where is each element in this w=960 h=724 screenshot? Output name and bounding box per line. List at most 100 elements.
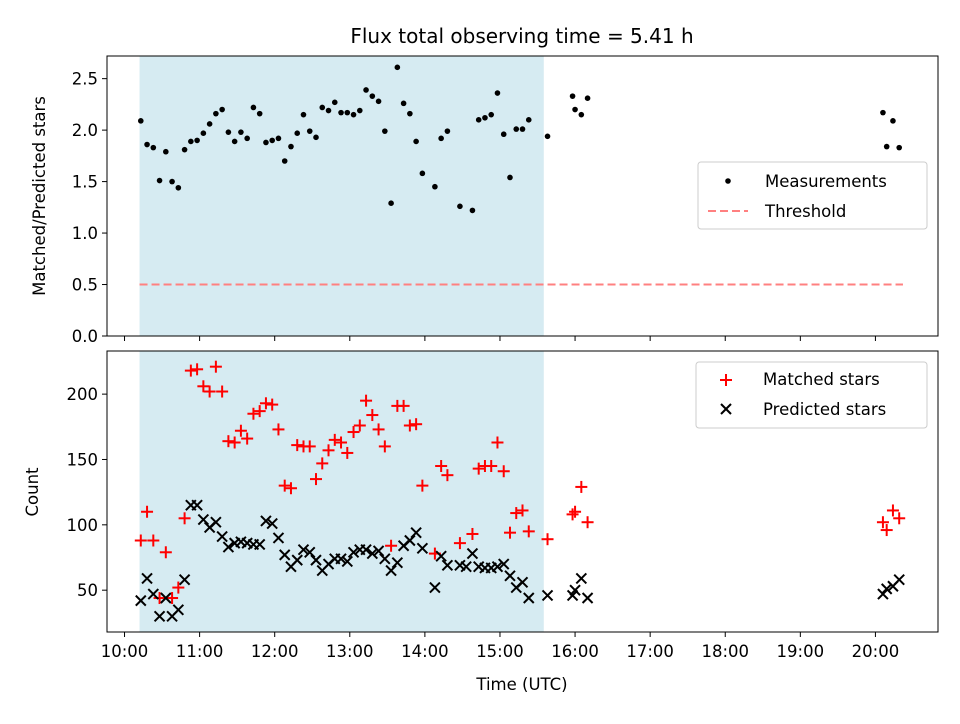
predicted-star-point [147,588,160,600]
x-axis-label: Time (UTC) [475,675,567,694]
measurement-point [444,128,451,134]
measurement-point [438,135,444,142]
predicted-star-point [260,515,272,527]
matched-star-point [360,394,373,407]
matched-star-point [191,363,204,376]
measurement-point [238,129,244,135]
predicted-star-point [135,594,147,607]
bottom-y-ticks: 50 100 150 200 [67,385,107,600]
measurement-point [331,99,338,106]
y-tick-label: 1.5 [72,173,98,192]
matched-star-point [222,435,235,448]
measurement-point [219,106,225,113]
predicted-star-point [222,541,235,553]
matched-star-point [453,537,466,550]
predicted-legend-marker [720,403,732,415]
measurement-point [288,143,294,150]
legend-label-threshold: Threshold [764,202,846,221]
matched-star-point [485,460,498,473]
measurement-point [357,107,363,114]
matched-star-point [153,592,166,605]
predicted-star-point [391,557,404,569]
top-axes-frame [106,55,939,337]
measurement-point [519,126,526,132]
x-tick-label: 19:00 [777,642,825,661]
matched-star-point [316,457,329,470]
matched-star-point [141,505,154,518]
matched-star-point [178,512,191,525]
measurement-point [213,110,219,117]
measurement-point [163,148,169,155]
matched-star-point [284,482,297,495]
predicted-star-point [347,546,360,558]
measurement-point [206,121,213,127]
matched-star-point [510,507,523,520]
matched-star-point [266,398,279,411]
measurement-point [419,170,426,177]
measurement-point [225,129,232,135]
legend-label-measurements: Measurements [765,172,887,191]
measurement-point [169,178,175,185]
measurement-point [188,138,194,145]
top-x-ticks [124,336,876,341]
matched-star-point [272,423,285,436]
bottom-shaded-span [139,351,544,632]
matched-star-point [203,385,216,398]
predicted-star-point [272,532,285,544]
measurement-point [500,131,507,138]
predicted-star-point [385,564,397,577]
matched-star-point [253,405,266,418]
top-legend-box [697,161,928,230]
predicted-star-point [310,554,322,566]
predicted-star-point [335,553,347,565]
measurement-point [275,135,282,142]
predicted-star-point [523,592,535,604]
bottom-x-ticks: 10:00 11:00 12:00 13:00 14:00 15:00 16:00 17:00… [101,632,899,661]
measurement-point [250,104,257,111]
measurement-point [880,109,886,116]
matched-star-point [569,505,582,518]
predicted-star-point [435,550,447,562]
bottom-legend: Matched stars Predicted stars [695,361,928,429]
measurement-point [294,130,301,137]
measurement-point [150,144,157,151]
x-tick-label: 17:00 [626,642,674,661]
matched-star-point [197,380,210,393]
measurement-point [890,118,896,124]
measurement-point [137,118,144,124]
y-tick-label: 2.5 [72,70,98,89]
matched-star-point [416,479,429,492]
predicted-star-point [498,558,510,570]
predicted-star-point [460,560,472,573]
matched-star-point [435,460,448,473]
matched-star-point [385,539,398,552]
predicted-star-point [569,584,581,596]
top-y-axis-label: Matched/Predicted stars [30,96,49,296]
matched-star-point [893,512,906,525]
measurement-point [231,138,238,145]
y-tick-label: 200 [67,385,99,404]
predicted-star-point [429,581,441,594]
x-tick-label: 13:00 [326,642,374,661]
matched-star-point [353,419,366,432]
measurement-point [382,128,388,134]
measurement-point [494,90,501,96]
measurement-point [475,117,482,123]
predicted-star-point [504,570,516,582]
x-tick-label: 12:00 [251,642,299,661]
predicted-star-point [410,526,422,539]
count-series [134,360,906,623]
matched-star-point [291,439,304,452]
measurement-point [300,111,307,118]
measurement-point [175,184,182,191]
matched-star-point [886,504,899,517]
matched-star-point [216,385,229,398]
predicted-star-point [178,574,191,586]
matched-star-point [228,436,241,449]
measurement-point [244,135,250,142]
legend-label-predicted: Predicted stars [763,400,886,419]
predicted-star-point [516,576,529,589]
y-tick-label: 0.0 [72,327,98,346]
measurement-point [400,100,407,107]
